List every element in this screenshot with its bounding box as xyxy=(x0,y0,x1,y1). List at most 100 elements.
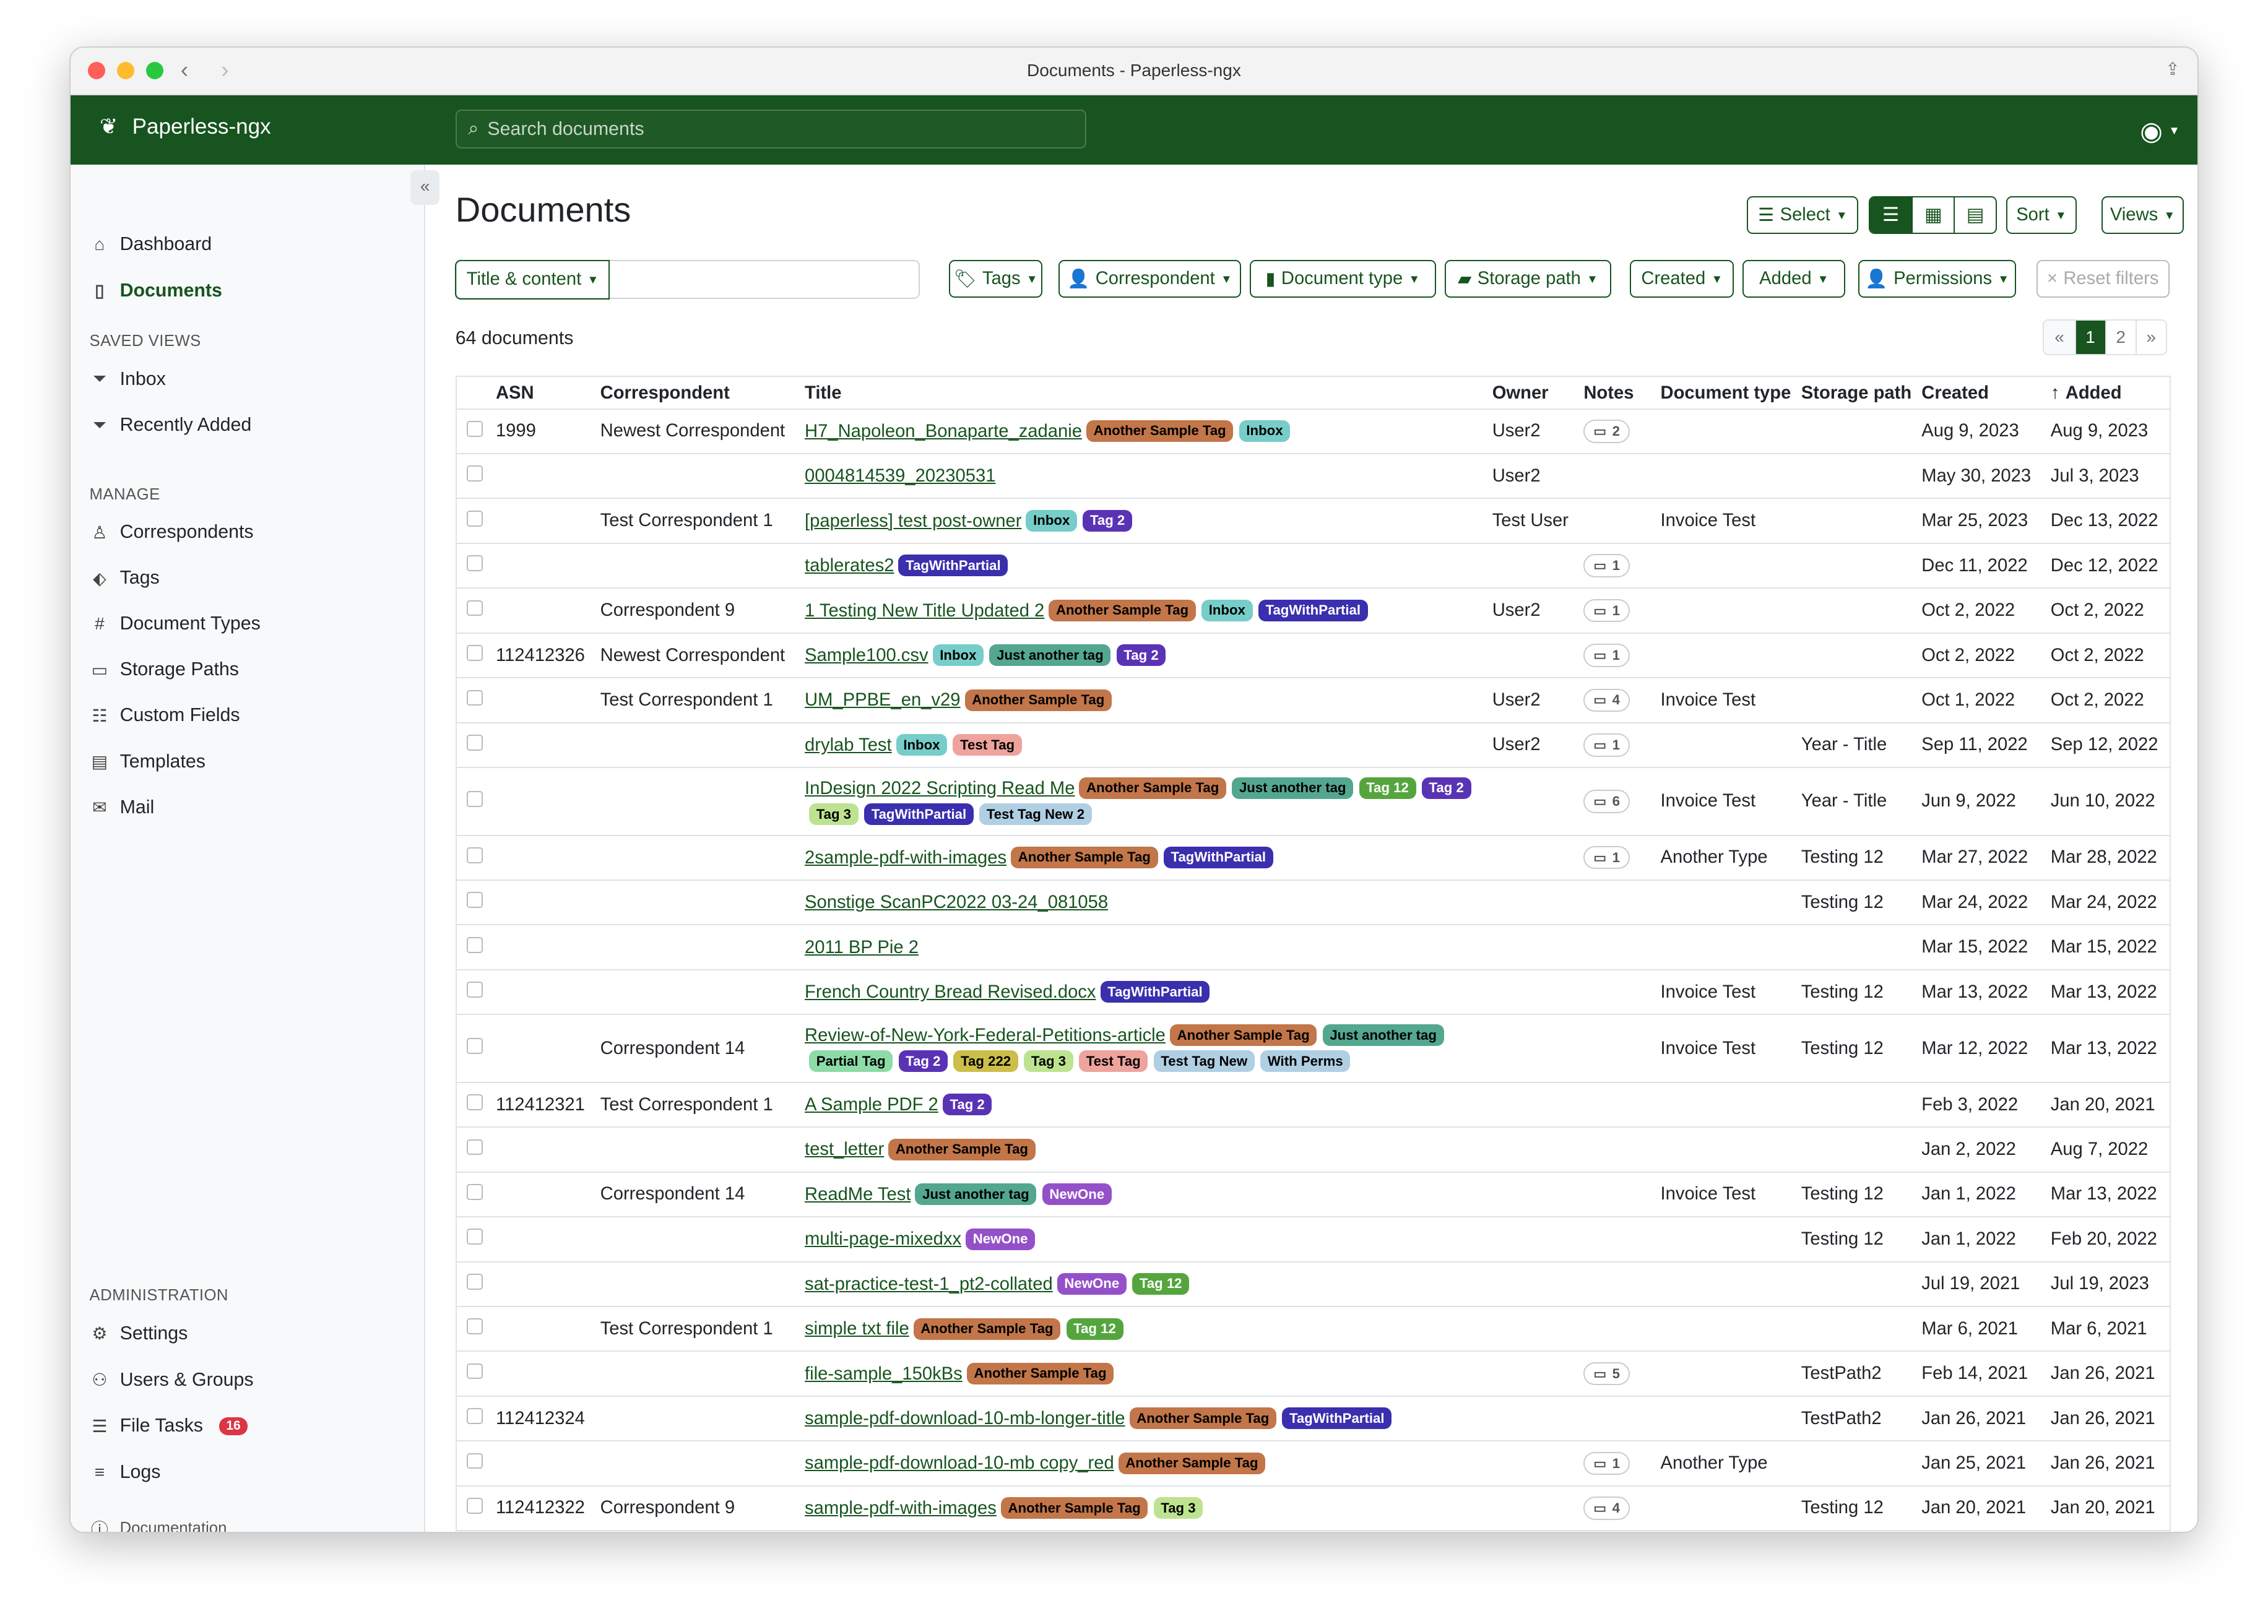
document-type-cell[interactable] xyxy=(1656,722,1797,769)
sidebar-item-inbox[interactable]: ⏷ Inbox xyxy=(90,369,166,390)
storage-path-cell[interactable] xyxy=(1796,1127,1918,1173)
document-type-cell[interactable] xyxy=(1656,1351,1797,1397)
document-title-link[interactable]: test_letter xyxy=(805,1139,885,1160)
notes-badge[interactable]: ▭ 4 xyxy=(1583,1497,1630,1520)
document-title-link[interactable]: sat-practice-test-1_pt2-collated xyxy=(805,1274,1053,1294)
tag-badge[interactable]: Another Sample Tag xyxy=(1118,1452,1266,1474)
row-checkbox[interactable] xyxy=(467,1229,483,1245)
document-title-link[interactable]: Sample100.csv xyxy=(805,645,928,665)
forward-icon[interactable]: › xyxy=(221,56,229,82)
document-type-cell[interactable] xyxy=(1656,1127,1797,1173)
tag-badge[interactable]: Tag 2 xyxy=(942,1094,992,1116)
reset-filters-button[interactable]: × Reset filters xyxy=(2036,260,2170,298)
notes-badge[interactable]: ▭ 1 xyxy=(1583,1451,1630,1475)
storage-path-cell[interactable] xyxy=(1796,1441,1918,1487)
document-title-link[interactable]: Sonstige ScanPC2022 03-24_081058 xyxy=(805,892,1109,913)
document-type-cell[interactable] xyxy=(1656,633,1797,679)
tag-badge[interactable]: Inbox xyxy=(1239,420,1291,443)
document-title-link[interactable]: sample-pdf-with-images xyxy=(805,1498,997,1518)
tag-badge[interactable]: Another Sample Tag xyxy=(1000,1497,1148,1519)
row-checkbox[interactable] xyxy=(467,735,483,751)
row-checkbox[interactable] xyxy=(467,465,483,482)
tag-badge[interactable]: Another Sample Tag xyxy=(1086,420,1234,443)
tag-badge[interactable]: TagWithPartial xyxy=(1258,599,1368,621)
document-type-cell[interactable] xyxy=(1656,1261,1797,1307)
correspondent-cell[interactable] xyxy=(595,1396,801,1442)
tag-badge[interactable]: Another Sample Tag xyxy=(1049,599,1196,621)
sidebar-item-settings[interactable]: ⚙ Settings xyxy=(90,1323,188,1344)
document-title-link[interactable]: UM_PPBE_en_v29 xyxy=(805,690,961,710)
storage-path-cell[interactable]: Year - Title xyxy=(1796,767,1918,836)
tag-badge[interactable]: NewOne xyxy=(1042,1183,1112,1206)
row-checkbox[interactable] xyxy=(467,510,483,527)
storage-path-cell[interactable] xyxy=(1796,543,1918,589)
table-row[interactable]: Correspondent 14 ReadMe Test Just another … xyxy=(456,1172,2170,1218)
tag-badge[interactable]: Tag 3 xyxy=(809,803,859,826)
collapse-sidebar-button[interactable]: « xyxy=(410,170,439,205)
row-checkbox[interactable] xyxy=(467,1318,483,1335)
storage-path-cell[interactable] xyxy=(1796,1261,1918,1307)
document-title-link[interactable]: sample-pdf-download-10-mb copy_red xyxy=(805,1453,1114,1474)
document-type-cell[interactable]: Invoice Test xyxy=(1656,1014,1797,1083)
tag-badge[interactable]: Test Tag xyxy=(1079,1050,1148,1073)
document-title-link[interactable]: multi-page-mixedxx xyxy=(805,1229,962,1250)
column-header-asn[interactable]: ASN xyxy=(491,377,596,410)
table-row[interactable]: French Country Bread Revised.docx TagWith… xyxy=(456,969,2170,1016)
correspondent-cell[interactable]: Newest Correspondent xyxy=(595,408,801,455)
table-row[interactable]: test_letter Another Sample Tag Jan 2, 2022… xyxy=(456,1127,2170,1173)
minimize-window-button[interactable] xyxy=(116,62,134,80)
column-header-notes[interactable]: Notes xyxy=(1579,377,1656,410)
tag-badge[interactable]: Partial Tag xyxy=(809,1050,893,1073)
storage-path-cell[interactable] xyxy=(1796,588,1918,634)
sidebar-item-tags[interactable]: ⬖ Tags xyxy=(90,568,160,589)
document-type-cell[interactable] xyxy=(1656,454,1797,499)
tag-badge[interactable]: NewOne xyxy=(966,1228,1036,1250)
document-type-cell[interactable]: Invoice Test xyxy=(1656,969,1797,1016)
tag-badge[interactable]: TagWithPartial xyxy=(864,803,974,826)
document-title-link[interactable]: 2011 BP Pie 2 xyxy=(805,937,919,957)
tag-badge[interactable]: TagWithPartial xyxy=(1163,847,1273,869)
title-content-select[interactable]: Title & content ▼ xyxy=(455,259,610,300)
document-type-cell[interactable] xyxy=(1656,408,1797,455)
document-type-cell[interactable] xyxy=(1656,880,1797,926)
tag-badge[interactable]: Inbox xyxy=(1026,510,1077,532)
document-type-cell[interactable] xyxy=(1656,1082,1797,1128)
document-title-link[interactable]: H7_Napoleon_Bonaparte_zadanie xyxy=(805,421,1082,441)
correspondent-filter[interactable]: 👤 Correspondent ▼ xyxy=(1058,260,1241,298)
notes-badge[interactable]: ▭ 4 xyxy=(1583,688,1630,712)
page-2-button[interactable]: 2 xyxy=(2105,321,2136,355)
row-checkbox[interactable] xyxy=(467,936,483,953)
search-input[interactable]: ⌕ Search documents xyxy=(455,110,1086,149)
tag-badge[interactable]: Another Sample Tag xyxy=(966,1362,1114,1384)
storage-path-cell[interactable]: Testing 12 xyxy=(1796,880,1918,926)
storage-path-cell[interactable]: TestPath2 xyxy=(1796,1396,1918,1442)
tag-badge[interactable]: Tag 12 xyxy=(1359,777,1416,800)
tag-badge[interactable]: TagWithPartial xyxy=(898,555,1008,577)
document-title-link[interactable]: 0004814539_20230531 xyxy=(805,466,996,486)
tag-badge[interactable]: Tag 3 xyxy=(1153,1497,1203,1519)
row-checkbox[interactable] xyxy=(467,689,483,706)
correspondent-cell[interactable]: Correspondent 14 xyxy=(595,1014,801,1083)
row-checkbox[interactable] xyxy=(467,600,483,616)
row-checkbox[interactable] xyxy=(467,1408,483,1424)
views-button[interactable]: Views ▼ xyxy=(2101,196,2184,235)
large-cards-view-button[interactable]: ▤ xyxy=(1954,197,1996,233)
sidebar-item-dashboard[interactable]: ⌂ Dashboard xyxy=(90,234,212,255)
storage-path-cell[interactable]: Testing 12 xyxy=(1796,1014,1918,1083)
storage-path-cell[interactable] xyxy=(1796,454,1918,499)
storage-path-cell[interactable]: Testing 12 xyxy=(1796,969,1918,1016)
correspondent-cell[interactable]: Correspondent 9 xyxy=(595,588,801,634)
document-title-link[interactable]: simple txt file xyxy=(805,1319,909,1339)
tag-badge[interactable]: Inbox xyxy=(896,734,948,756)
page-1-button[interactable]: 1 xyxy=(2074,321,2105,355)
row-checkbox[interactable] xyxy=(467,1273,483,1290)
prev-page-button[interactable]: « xyxy=(2044,321,2075,355)
tag-badge[interactable]: Just another tag xyxy=(1322,1024,1444,1047)
storage-path-cell[interactable]: Testing 12 xyxy=(1796,835,1918,881)
tag-badge[interactable]: Another Sample Tag xyxy=(888,1138,1036,1160)
sidebar-item-logs[interactable]: ≡ Logs xyxy=(90,1462,161,1483)
back-icon[interactable]: ‹ xyxy=(180,56,189,82)
tag-badge[interactable]: TagWithPartial xyxy=(1282,1407,1392,1430)
